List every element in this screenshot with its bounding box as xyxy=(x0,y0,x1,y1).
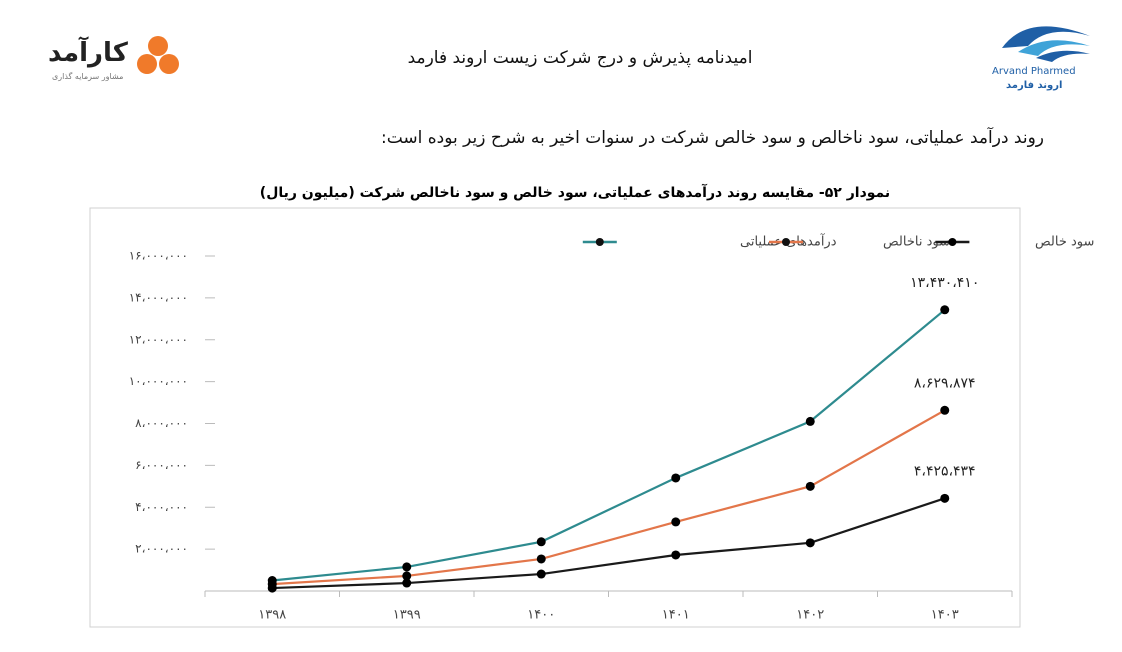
y-tick-label: ۱۶،۰۰۰،۰۰۰ xyxy=(129,249,188,263)
series-line xyxy=(272,497,946,590)
y-tick-label: ۴،۰۰۰،۰۰۰ xyxy=(135,500,188,514)
legend-label: سود خالص xyxy=(1035,235,1094,250)
y-tick-label: ۶،۰۰۰،۰۰۰ xyxy=(135,458,188,472)
legend-marker xyxy=(948,238,957,246)
data-point xyxy=(805,416,815,426)
data-point xyxy=(402,578,412,588)
data-point xyxy=(536,537,546,547)
data-point xyxy=(940,305,950,315)
legend-marker xyxy=(782,238,790,246)
x-tick-label: ۱۳۹۹ xyxy=(393,608,421,623)
x-tick-label: ۱۴۰۲ xyxy=(796,608,824,623)
data-point xyxy=(267,583,277,593)
x-tick-label: ۱۴۰۰ xyxy=(527,608,555,623)
series-line xyxy=(272,308,946,582)
chart-title: نمودار ۵۲- مقایسه روند درآمدهای عملیاتی،… xyxy=(260,183,890,201)
legend-label: سود ناخالص xyxy=(883,235,950,250)
x-tick-label: ۱۴۰۱ xyxy=(662,608,690,623)
data-label: ۴،۴۲۵،۴۳۴ xyxy=(914,463,976,479)
data-point xyxy=(536,569,546,579)
data-point xyxy=(671,517,681,527)
data-point xyxy=(671,550,681,560)
x-tick-label: ۱۴۰۳ xyxy=(931,608,959,623)
series-line xyxy=(272,409,946,586)
x-tick-label: ۱۳۹۸ xyxy=(258,608,286,623)
intro-paragraph: روند درآمد عملیاتی، سود ناخالص و سود خال… xyxy=(380,128,1044,148)
data-point xyxy=(805,538,815,548)
document-title: امیدنامه پذیرش و درج شرکت زیست اروند فار… xyxy=(407,48,753,68)
data-point xyxy=(536,554,546,564)
logo-right-name-en: Arvand Pharmed xyxy=(992,66,1076,77)
data-point xyxy=(940,493,950,503)
y-tick-label: ۱۲،۰۰۰،۰۰۰ xyxy=(129,332,188,346)
data-label: ۸،۶۲۹،۸۷۴ xyxy=(914,375,976,391)
data-point xyxy=(671,473,681,483)
logo-left-icon xyxy=(137,36,179,74)
logo-right-name-fa: اروند فارمد xyxy=(1006,80,1063,91)
y-tick-label: ۱۴،۰۰۰،۰۰۰ xyxy=(129,290,188,304)
data-point xyxy=(940,405,950,415)
data-point xyxy=(402,571,412,581)
y-tick-label: ۱۰،۰۰۰،۰۰۰ xyxy=(129,374,188,388)
y-tick-label: ۸،۰۰۰،۰۰۰ xyxy=(135,416,188,430)
logo-left-name: کارآمد xyxy=(48,38,128,68)
legend-marker xyxy=(595,238,604,246)
y-tick-label: ۲،۰۰۰،۰۰۰ xyxy=(135,542,188,556)
data-point xyxy=(805,481,815,491)
logo-left-subtitle: مشاور سرمایه گذاری xyxy=(52,72,124,81)
data-label: ۱۳،۴۳۰،۴۱۰ xyxy=(910,275,979,291)
data-point xyxy=(402,562,412,572)
logo-right-icon xyxy=(1002,26,1090,62)
chart-frame xyxy=(89,207,1021,628)
